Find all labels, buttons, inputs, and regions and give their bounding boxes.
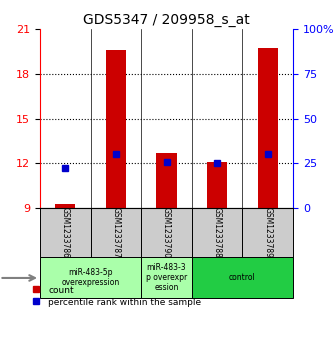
Bar [258,48,278,208]
FancyBboxPatch shape [192,208,242,257]
FancyBboxPatch shape [40,257,141,298]
Bar [207,162,227,208]
Text: GSM1233790: GSM1233790 [162,207,171,258]
Bar [157,153,176,208]
FancyBboxPatch shape [40,208,91,257]
Text: GSM1233787: GSM1233787 [111,207,121,258]
Legend: count, percentile rank within the sample: count, percentile rank within the sample [32,286,201,307]
Text: miR-483-3
p overexpr
ession: miR-483-3 p overexpr ession [146,262,187,293]
Title: GDS5347 / 209958_s_at: GDS5347 / 209958_s_at [83,13,250,26]
Bar [106,50,126,208]
Text: GSM1233786: GSM1233786 [61,207,70,258]
FancyBboxPatch shape [91,208,141,257]
Text: miR-483-5p
overexpression: miR-483-5p overexpression [62,268,120,287]
FancyBboxPatch shape [141,208,192,257]
FancyBboxPatch shape [242,208,293,257]
Bar [55,204,75,208]
Text: GSM1233788: GSM1233788 [212,207,222,258]
FancyBboxPatch shape [192,257,293,298]
FancyBboxPatch shape [141,257,192,298]
Text: control: control [229,273,256,282]
Text: GSM1233789: GSM1233789 [263,207,272,258]
